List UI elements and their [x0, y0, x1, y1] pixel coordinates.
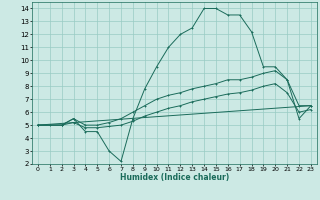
X-axis label: Humidex (Indice chaleur): Humidex (Indice chaleur) — [120, 173, 229, 182]
